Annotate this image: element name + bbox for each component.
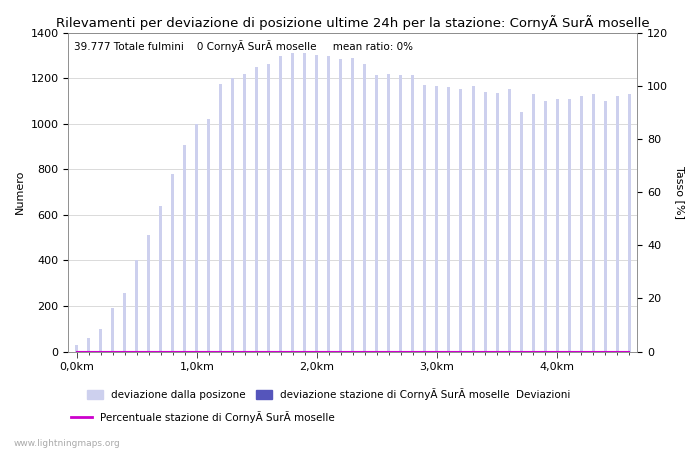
- Bar: [531, 94, 535, 351]
- Bar: [388, 73, 391, 351]
- Bar: [435, 86, 438, 351]
- Bar: [424, 85, 426, 351]
- Bar: [508, 90, 510, 351]
- Bar: [628, 94, 631, 351]
- Bar: [592, 94, 594, 351]
- Bar: [412, 75, 414, 351]
- Y-axis label: Numero: Numero: [15, 170, 25, 214]
- Bar: [580, 96, 582, 351]
- Bar: [519, 112, 522, 351]
- Bar: [123, 293, 126, 351]
- Bar: [232, 78, 235, 351]
- Text: www.lightningmaps.org: www.lightningmaps.org: [14, 439, 120, 448]
- Bar: [328, 56, 330, 351]
- Bar: [363, 64, 367, 351]
- Bar: [256, 67, 258, 351]
- Bar: [244, 73, 246, 351]
- Legend: Percentuale stazione di CornyÃ SurÃ moselle: Percentuale stazione di CornyÃ SurÃ mose…: [67, 406, 339, 427]
- Bar: [351, 58, 354, 351]
- Bar: [111, 308, 114, 351]
- Bar: [447, 87, 451, 351]
- Bar: [207, 119, 211, 351]
- Bar: [375, 75, 379, 351]
- Bar: [76, 345, 78, 351]
- Legend: deviazione dalla posizone, deviazione stazione di CornyÃ SurÃ moselle  Deviazion: deviazione dalla posizone, deviazione st…: [83, 384, 575, 404]
- Bar: [195, 124, 198, 351]
- Y-axis label: Tasso [%]: Tasso [%]: [675, 166, 685, 219]
- Bar: [147, 235, 150, 351]
- Text: 39.777 Totale fulmini    0 CornyÃ SurÃ moselle     mean ratio: 0%: 39.777 Totale fulmini 0 CornyÃ SurÃ mose…: [74, 40, 413, 52]
- Bar: [472, 86, 475, 351]
- Title: Rilevamenti per deviazione di posizione ultime 24h per la stazione: CornyÃ SurÃ : Rilevamenti per deviazione di posizione …: [56, 15, 650, 30]
- Bar: [183, 145, 186, 351]
- Bar: [400, 75, 402, 351]
- Bar: [267, 64, 270, 351]
- Bar: [615, 96, 619, 351]
- Bar: [172, 174, 174, 351]
- Bar: [568, 99, 570, 351]
- Bar: [88, 338, 90, 351]
- Bar: [603, 101, 607, 351]
- Bar: [496, 93, 498, 351]
- Bar: [543, 101, 547, 351]
- Bar: [484, 92, 486, 351]
- Bar: [291, 53, 295, 351]
- Bar: [135, 261, 139, 351]
- Bar: [459, 90, 463, 351]
- Bar: [99, 329, 102, 351]
- Bar: [556, 99, 559, 351]
- Bar: [303, 53, 307, 351]
- Bar: [279, 56, 282, 351]
- Bar: [160, 206, 162, 351]
- Bar: [340, 59, 342, 351]
- Bar: [219, 84, 223, 351]
- Bar: [316, 55, 318, 351]
